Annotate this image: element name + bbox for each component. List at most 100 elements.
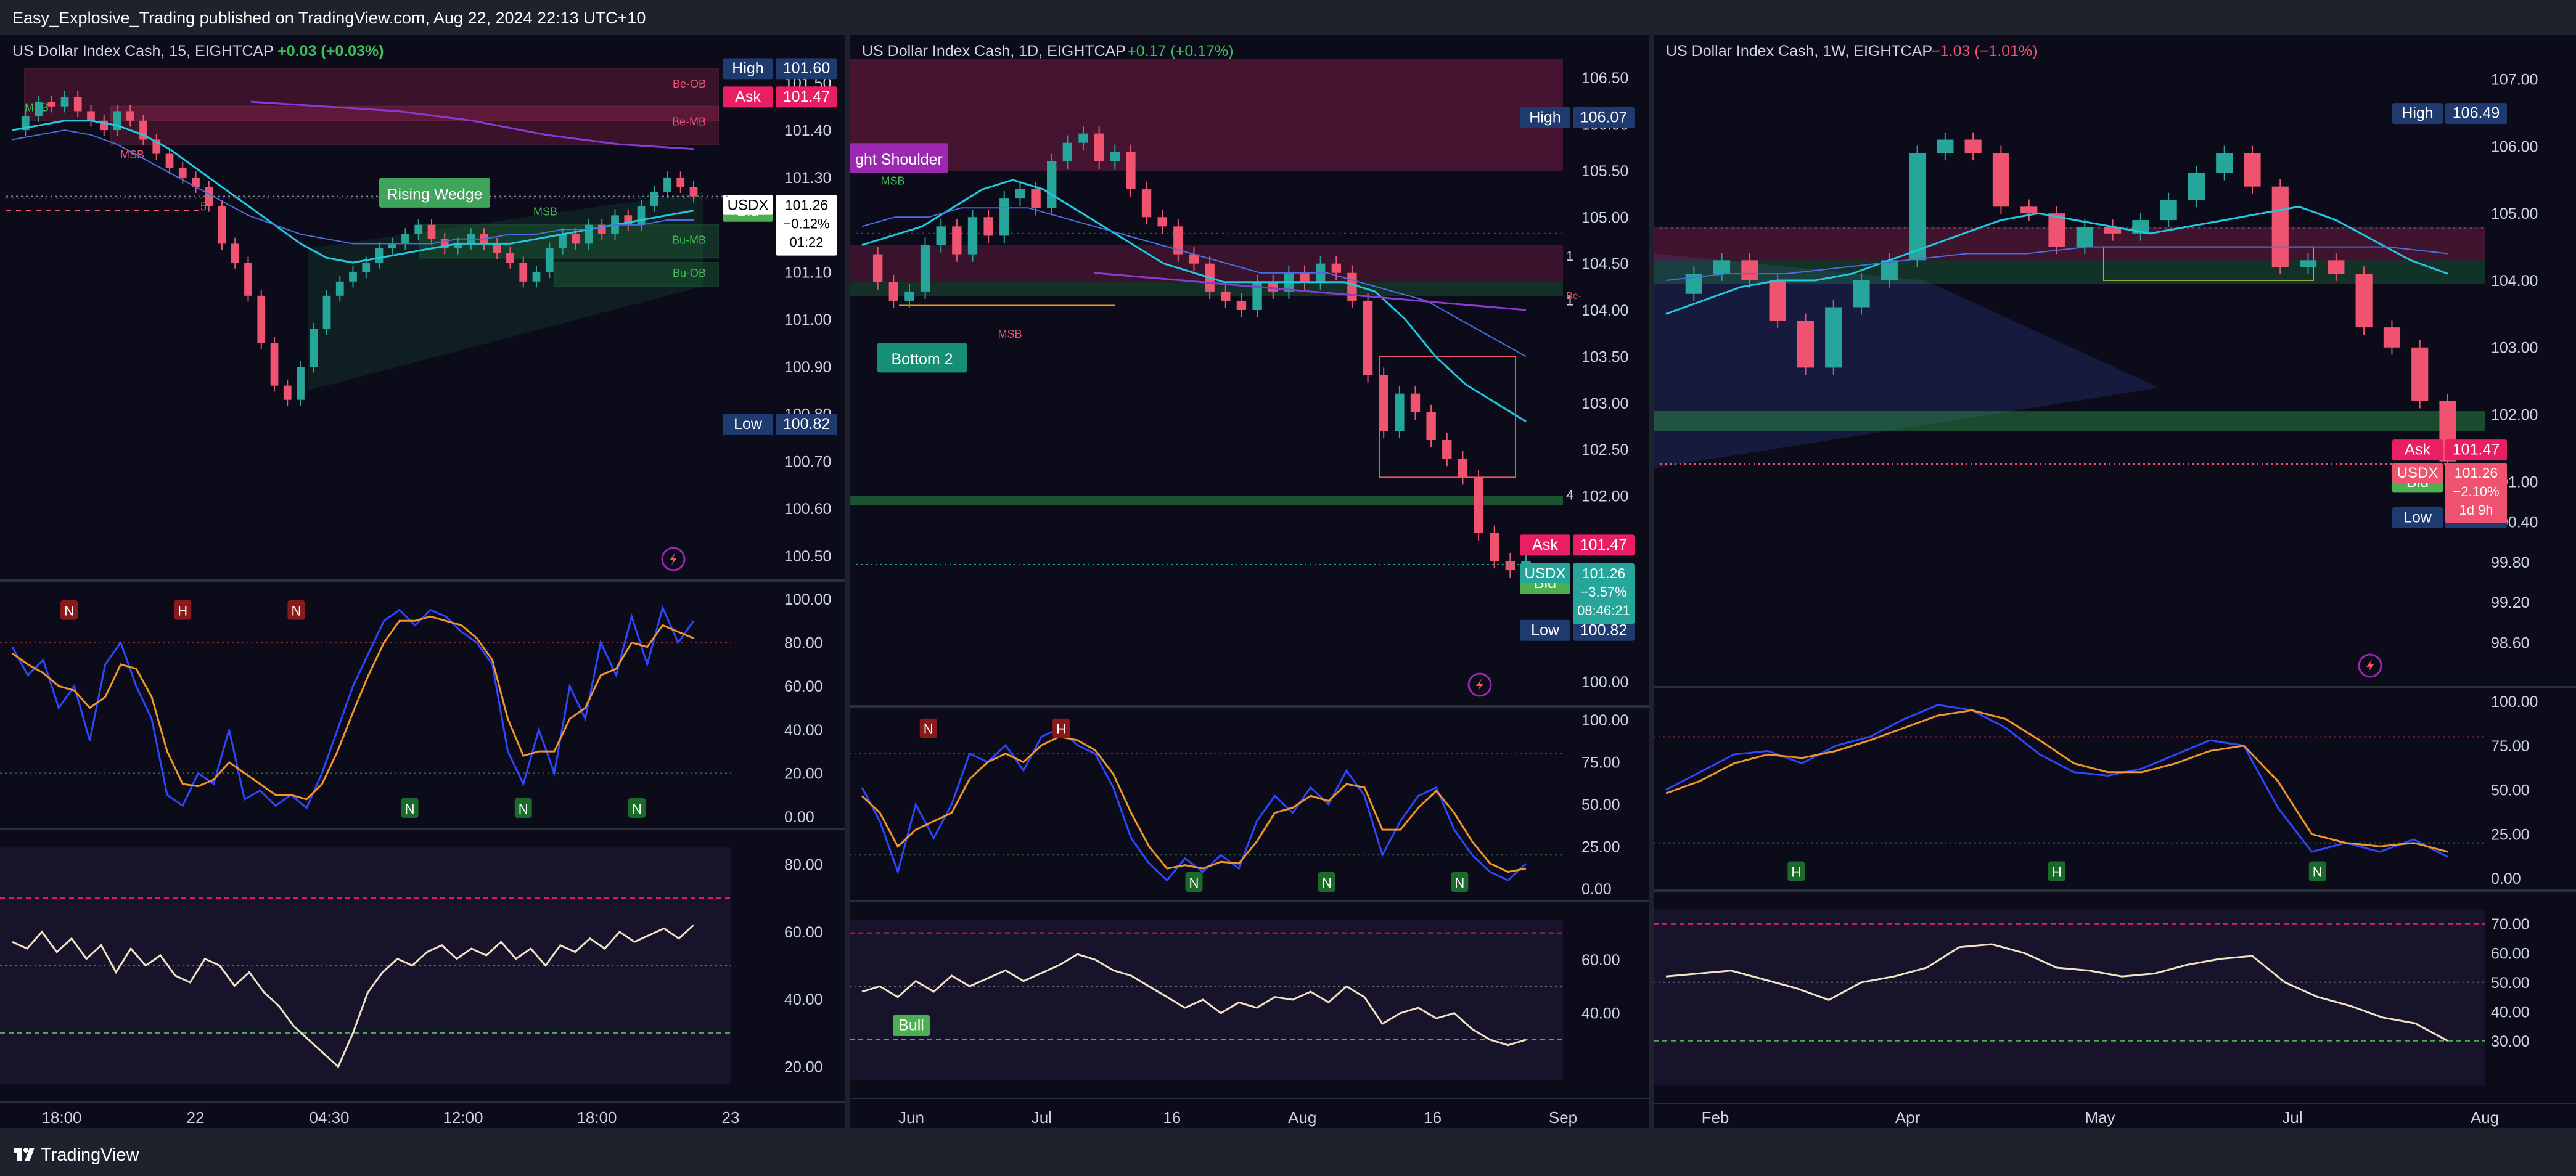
stoch-signal-marker: N bbox=[64, 603, 74, 619]
stoch-signal-marker: N bbox=[924, 722, 933, 737]
high-tag-label-bg bbox=[2392, 103, 2443, 125]
candle-body bbox=[454, 243, 462, 249]
candle-body bbox=[1379, 375, 1388, 431]
lightning-icon bbox=[661, 547, 686, 571]
candle-body bbox=[1062, 142, 1073, 161]
pattern-label-rising-wedge: Rising Wedge bbox=[387, 186, 482, 203]
y-tick-label: 99.80 bbox=[2491, 554, 2530, 571]
lightning-icon bbox=[1467, 672, 1492, 697]
candle-body bbox=[519, 263, 528, 282]
candle-body bbox=[2411, 347, 2429, 401]
pattern-label-shoulder: ght Shoulder bbox=[855, 151, 943, 168]
candle-body bbox=[1300, 272, 1310, 282]
candle-body bbox=[1015, 189, 1025, 199]
candle-body bbox=[689, 187, 698, 197]
msb-label: MSB bbox=[880, 175, 904, 187]
stoch-signal-marker: N bbox=[1454, 875, 1464, 891]
stoch-signal-marker-bg bbox=[1185, 872, 1203, 892]
low-tag-label: Low bbox=[1531, 621, 1560, 639]
rsi-y-tick: 60.00 bbox=[1581, 952, 1620, 969]
chart-change: −1.03 (−1.01%) bbox=[1931, 43, 2037, 60]
candle-body bbox=[165, 153, 174, 168]
pattern-label-shoulder-bg bbox=[850, 143, 948, 173]
high-tag-value: 101.60 bbox=[783, 60, 830, 77]
rsi-y-tick: 20.00 bbox=[784, 1059, 823, 1076]
slow-ema-line bbox=[1665, 246, 2448, 281]
tradingview-logo-icon[interactable] bbox=[14, 1145, 35, 1164]
candle-body bbox=[1395, 393, 1405, 431]
symbol-tag-bg bbox=[723, 195, 773, 215]
low-tag-label-bg bbox=[1520, 619, 1570, 641]
bar-countdown: 08:46:21 bbox=[1577, 603, 1630, 618]
candle-body bbox=[1047, 161, 1057, 208]
stoch-y-tick: 100.00 bbox=[2491, 693, 2538, 711]
chart-change: +0.17 (+0.17%) bbox=[1127, 43, 1233, 60]
ask-tag-label-bg bbox=[723, 86, 773, 108]
candle-body bbox=[2048, 213, 2065, 247]
candle-body bbox=[231, 243, 239, 263]
candle-body bbox=[1474, 477, 1483, 533]
stoch-signal-marker: N bbox=[291, 603, 301, 619]
x-tick-label: Jun bbox=[898, 1108, 924, 1127]
y-tick-label: 105.00 bbox=[1581, 209, 1628, 226]
ask-tag-label-bg bbox=[2392, 439, 2443, 461]
published-text: Easy_Explosive_Trading published on Trad… bbox=[12, 9, 646, 27]
y-tick-label: 101.00 bbox=[784, 311, 831, 329]
stoch-signal-marker: N bbox=[1322, 875, 1332, 891]
zone-supply bbox=[1654, 226, 2485, 261]
candle-body bbox=[2160, 200, 2177, 221]
x-tick-label: 22 bbox=[187, 1108, 205, 1127]
high-tag-value: 106.07 bbox=[1580, 108, 1627, 126]
stoch-signal-marker-bg bbox=[2048, 861, 2065, 881]
y-tick-label: 100.50 bbox=[784, 548, 831, 565]
zone-label: Be-OB bbox=[673, 78, 706, 90]
candle-body bbox=[2076, 226, 2093, 247]
top-bar: Easy_Explosive_Trading published on Trad… bbox=[0, 0, 2576, 35]
stoch-signal-marker: H bbox=[1056, 722, 1066, 737]
candle-body bbox=[388, 243, 396, 249]
candle-body bbox=[983, 217, 993, 236]
candle-body bbox=[1881, 260, 1898, 280]
last-price: 101.26 bbox=[785, 197, 828, 213]
x-tick-label: 16 bbox=[1424, 1108, 1442, 1127]
candle-body bbox=[1268, 282, 1278, 292]
stoch-signal-marker: N bbox=[519, 801, 528, 817]
bar-countdown: 01:22 bbox=[789, 235, 823, 250]
candle-body bbox=[2271, 186, 2289, 267]
msb-label: MSB bbox=[120, 149, 144, 161]
rsi-y-tick: 80.00 bbox=[784, 856, 823, 873]
zone-marker: 1 bbox=[1566, 293, 1573, 308]
candle-body bbox=[1964, 139, 1982, 153]
x-tick-label: Jul bbox=[1032, 1108, 1052, 1127]
zone-bull-low bbox=[850, 496, 1563, 505]
low-tag-value-bg bbox=[1573, 619, 1635, 641]
y-tick-label: 103.50 bbox=[1581, 348, 1628, 365]
candle-body bbox=[375, 248, 384, 263]
symbol-tag: USDX bbox=[728, 197, 769, 214]
candle-body bbox=[270, 343, 279, 386]
stoch-d-line bbox=[1665, 709, 2448, 853]
y-tick-label: 101.10 bbox=[784, 264, 831, 281]
candle-body bbox=[572, 234, 580, 244]
y-tick-label: 100.70 bbox=[784, 453, 831, 470]
zone-be-ob bbox=[24, 68, 719, 121]
candle-body bbox=[60, 97, 69, 107]
candle-body bbox=[1189, 254, 1199, 264]
purple-line bbox=[1094, 272, 1527, 311]
x-tick-label: Feb bbox=[1702, 1108, 1729, 1127]
stoch-y-tick: 0.00 bbox=[1581, 881, 1612, 898]
y-tick-label: 107.00 bbox=[2491, 71, 2538, 89]
candle-body bbox=[414, 224, 423, 235]
low-tag-label-bg bbox=[2392, 507, 2443, 529]
low-tag-value-bg bbox=[776, 414, 837, 435]
candle-body bbox=[73, 97, 82, 112]
stoch-y-tick: 25.00 bbox=[2491, 826, 2530, 843]
fast-ema-line bbox=[861, 179, 1527, 423]
candle-body bbox=[349, 272, 357, 282]
chart-title: US Dollar Index Cash, 1D, EIGHTCAP bbox=[862, 43, 1126, 60]
rsi-y-tick: 60.00 bbox=[784, 924, 823, 941]
high-tag-label-bg bbox=[723, 58, 773, 80]
stoch-signal-marker-bg bbox=[628, 798, 646, 818]
last-price-block bbox=[1573, 563, 1635, 624]
